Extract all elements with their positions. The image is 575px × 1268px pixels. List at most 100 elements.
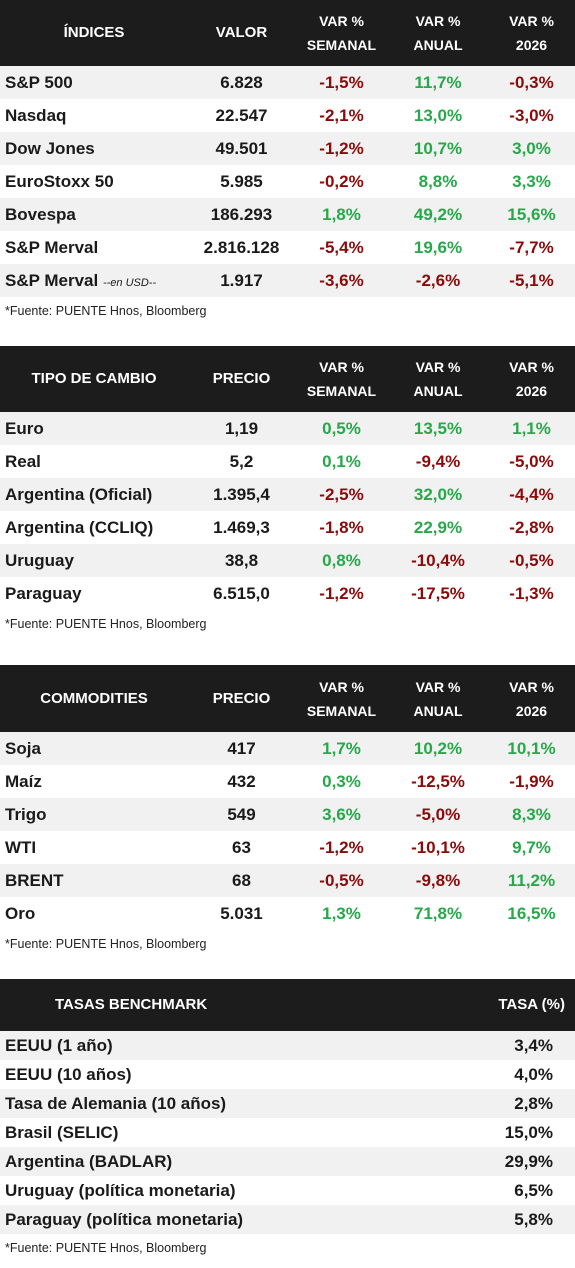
commodities-header-ytd: VAR % 2026: [509, 678, 554, 719]
table-cell: Paraguay: [5, 583, 82, 603]
fx-header-week: VAR % SEMANAL: [306, 359, 377, 399]
table-cell: S&P 500: [5, 72, 73, 92]
table-row: EEUU (10 años) 4,0%: [0, 1060, 575, 1089]
fx-header-name: TIPO DE CAMBIO: [31, 370, 157, 387]
table-cell: -1,2%: [319, 837, 364, 857]
table-cell: 1.469,3: [213, 517, 270, 537]
source-note: *Fuente: PUENTE Hnos, Bloomberg: [5, 937, 207, 951]
table-row: Real 5,2 0,1% -9,4% -5,0%: [0, 445, 575, 478]
table-row: Bovespa 186.293 1,8% 49,2% 15,6%: [0, 198, 575, 231]
table-cell: Argentina (Oficial): [5, 484, 153, 504]
table-cell: 6.515,0: [213, 583, 270, 603]
table-cell: 2,8%: [514, 1093, 553, 1113]
table-cell: -5,4%: [319, 237, 364, 257]
table-cell: 2.816.128: [203, 237, 280, 257]
source-note: *Fuente: PUENTE Hnos, Bloomberg: [5, 304, 207, 318]
table-cell: 15,0%: [504, 1122, 553, 1142]
table-cell: 0,5%: [322, 418, 361, 438]
table-cell: Argentina (CCLIQ): [5, 517, 154, 537]
table-cell: 549: [227, 804, 256, 824]
table-cell: -1,2%: [319, 138, 364, 158]
table-cell: 5.985: [220, 171, 263, 191]
table-cell: Trigo: [5, 804, 47, 824]
table-cell: Uruguay: [5, 550, 74, 570]
table-cell: 49.501: [215, 138, 268, 158]
table-row: Nasdaq 22.547 -2,1% 13,0% -3,0%: [0, 99, 575, 132]
table-cell: S&P Merval --en USD--: [5, 270, 157, 290]
table-cell: 432: [227, 771, 256, 791]
table-cell: 1,1%: [512, 418, 551, 438]
table-cell: EuroStoxx 50: [5, 171, 114, 191]
table-cell: 10,2%: [413, 738, 463, 758]
table-cell: 68: [232, 870, 251, 890]
table-cell: BRENT: [5, 870, 64, 890]
table-cell: Nasdaq: [5, 105, 67, 125]
table-cell: -1,2%: [319, 583, 364, 603]
fx-header-year: VAR % ANUAL: [413, 359, 463, 399]
table-cell: -0,2%: [319, 171, 364, 191]
table-cell: 15,6%: [507, 204, 556, 224]
table-cell: 38,8: [224, 550, 259, 570]
table-cell: Euro: [5, 418, 44, 438]
table-cell: 4,0%: [514, 1064, 553, 1084]
table-cell: -9,4%: [415, 451, 461, 471]
commodities-header-name: COMMODITIES: [40, 689, 148, 707]
table-row: Argentina (CCLIQ) 1.469,3 -1,8% 22,9% -2,8%: [0, 511, 575, 544]
table-cell: -2,6%: [415, 270, 461, 290]
table-cell: 3,6%: [322, 804, 361, 824]
table-cell: 3,3%: [512, 171, 551, 191]
table-cell: -1,9%: [509, 771, 554, 791]
table-row: WTI 63 -1,2% -10,1% 9,7%: [0, 831, 575, 864]
table-cell: EEUU (10 años): [5, 1064, 132, 1084]
table-cell: Uruguay (política monetaria): [5, 1180, 236, 1200]
table-cell: 1,19: [224, 418, 259, 438]
table-cell: 8,8%: [418, 171, 458, 191]
table-row: Trigo 549 3,6% -5,0% 8,3%: [0, 798, 575, 831]
table-cell: -3,0%: [509, 105, 554, 125]
table-row: Argentina (BADLAR) 29,9%: [0, 1147, 575, 1176]
table-cell: 13,0%: [413, 105, 463, 125]
table-row: Dow Jones 49.501 -1,2% 10,7% 3,0%: [0, 132, 575, 165]
table-cell: -5,1%: [509, 270, 554, 290]
table-row: Euro 1,19 0,5% 13,5% 1,1%: [0, 412, 575, 445]
table-cell: 11,7%: [414, 72, 462, 92]
source-note: *Fuente: PUENTE Hnos, Bloomberg: [5, 617, 207, 631]
table-row: EEUU (1 año) 3,4%: [0, 1031, 575, 1060]
table-row: Brasil (SELIC) 15,0%: [0, 1118, 575, 1147]
table-cell: 71,8%: [413, 903, 463, 923]
table-cell: 10,7%: [413, 138, 463, 158]
table-cell: 63: [232, 837, 251, 857]
table-cell: Argentina (BADLAR): [5, 1151, 173, 1171]
table-cell: Soja: [5, 738, 41, 758]
table-cell: 5.031: [220, 903, 263, 923]
table-cell: Oro: [5, 903, 36, 923]
commodities-header-year: VAR % ANUAL: [413, 678, 463, 719]
table-row: Argentina (Oficial) 1.395,4 -2,5% 32,0% -4,4…: [0, 478, 575, 511]
table-cell: 1.395,4: [213, 484, 270, 504]
fx-header-ytd: VAR % 2026: [509, 359, 554, 399]
indices-header-value: VALOR: [215, 24, 268, 41]
table-cell: -1,3%: [509, 583, 554, 603]
table-cell: 417: [227, 738, 256, 758]
table-row: S&P Merval 2.816.128 -5,4% 19,6% -7,7%: [0, 231, 575, 264]
table-cell: -5,0%: [415, 804, 461, 824]
table-cell: -10,1%: [411, 837, 465, 857]
table-cell: -5,0%: [509, 451, 554, 471]
table-cell: 3,0%: [512, 138, 551, 158]
table-cell: -2,1%: [319, 105, 364, 125]
rates-table: TASAS BENCHMARK TASA (%) EEUU (1 año) 3,4…: [0, 979, 575, 1268]
table-cell: WTI: [5, 837, 37, 857]
table-cell: -0,3%: [509, 72, 554, 92]
table-row: Paraguay (política monetaria) 5,8%: [0, 1205, 575, 1234]
table-row: Oro 5.031 1,3% 71,8% 16,5%: [0, 897, 575, 930]
table-cell: -9,8%: [415, 870, 461, 890]
table-cell: 1,8%: [322, 204, 361, 224]
table-cell: 1,7%: [322, 738, 361, 758]
indices-header-week: VAR % SEMANAL: [306, 13, 377, 53]
table-cell: 0,8%: [322, 550, 361, 570]
rates-header: TASAS BENCHMARK TASA (%): [0, 979, 575, 1031]
rates-header-rate: TASA (%): [498, 996, 565, 1013]
table-cell: Brasil (SELIC): [5, 1122, 119, 1142]
table-row: S&P Merval --en USD-- 1.917 -3,6% -2,6% -5,1…: [0, 264, 575, 297]
table-cell: 16,5%: [507, 903, 556, 923]
